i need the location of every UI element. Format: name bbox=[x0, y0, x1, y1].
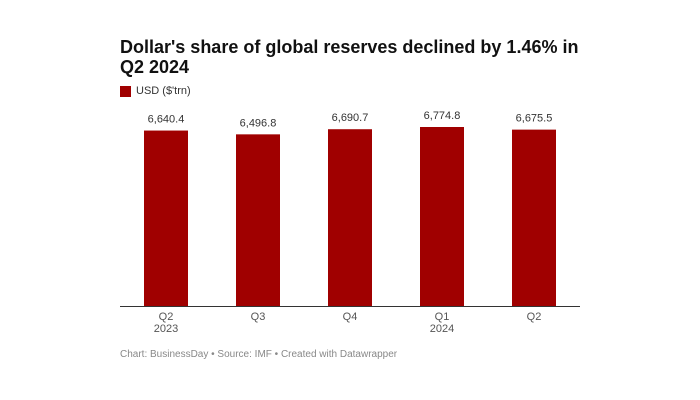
chart-title: Dollar's share of global reserves declin… bbox=[120, 37, 579, 77]
x-tick-label: Q3 bbox=[250, 311, 266, 323]
legend-swatch bbox=[120, 85, 131, 97]
x-tick-label: Q2 2023 bbox=[153, 311, 179, 335]
bar bbox=[512, 129, 556, 306]
bar bbox=[236, 134, 280, 306]
x-tick-label: Q2 bbox=[526, 311, 542, 323]
bar bbox=[144, 130, 188, 306]
value-label: 6,690.7 bbox=[332, 112, 369, 124]
legend-label: USD ($'trn) bbox=[136, 85, 191, 97]
bar bbox=[420, 127, 464, 306]
value-label: 6,675.5 bbox=[516, 113, 553, 125]
x-tick-label: Q4 bbox=[342, 311, 358, 323]
value-label: 6,774.8 bbox=[424, 110, 461, 122]
legend: USD ($'trn) bbox=[120, 85, 191, 97]
value-label: 6,640.4 bbox=[148, 114, 185, 126]
footer: Chart: BusinessDay • Source: IMF • Creat… bbox=[120, 349, 398, 360]
bar bbox=[328, 129, 372, 306]
x-tick-label: Q1 2024 bbox=[429, 311, 455, 335]
value-label: 6,496.8 bbox=[240, 117, 277, 129]
